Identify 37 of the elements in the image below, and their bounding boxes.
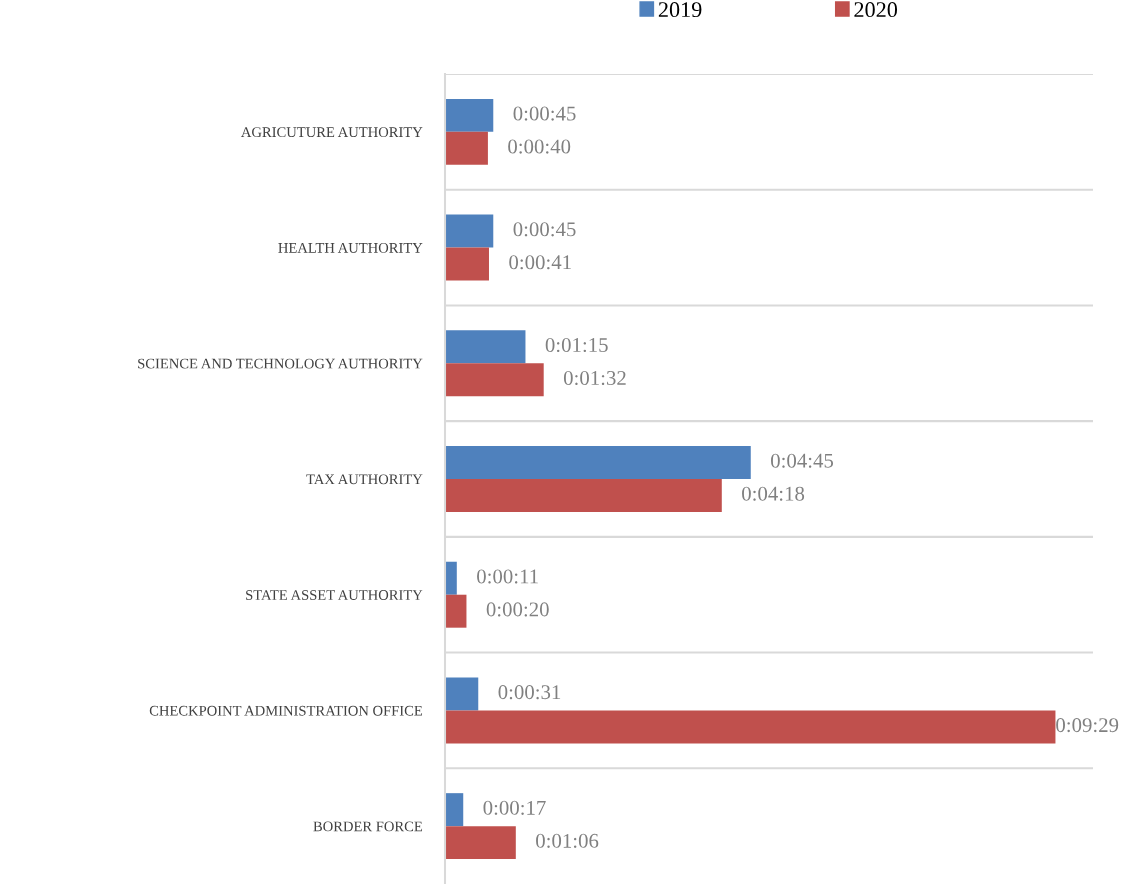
bar (445, 247, 489, 281)
bar (445, 330, 526, 364)
bar (445, 479, 722, 512)
bar (445, 131, 488, 165)
y-tick-label: SCIENCE AND TECHNOLOGY AUTHORITY (138, 358, 423, 369)
data-label: 0:01:15 (545, 337, 608, 353)
y-tick-label: BORDER FORCE (313, 821, 423, 832)
data-label: 0:00:17 (483, 800, 546, 815)
bar (445, 594, 467, 628)
bar (445, 214, 494, 248)
data-label: 0:00:41 (509, 255, 571, 270)
bar (445, 561, 457, 595)
bar (445, 793, 464, 827)
data-label: 0:04:18 (742, 486, 805, 501)
y-tick-label: HEALTH AUTHORITY (278, 242, 423, 253)
data-label: 0:01:06 (536, 833, 599, 848)
data-label: 0:09:29 (1056, 718, 1119, 733)
bar (445, 677, 479, 711)
y-tick-label: CHECKPOINT ADMINISTRATION OFFICE (149, 705, 423, 716)
y-tick-label: AGRICUTURE AUTHORITY (241, 127, 423, 138)
y-tick-label: TAX AUTHORITY (306, 474, 423, 485)
data-label: 0:00:20 (486, 602, 549, 617)
bar (445, 98, 494, 132)
bar (445, 446, 751, 479)
data-label: 0:00:40 (508, 139, 571, 154)
data-label: 0:01:32 (563, 370, 626, 386)
bar (445, 363, 544, 397)
data-label: 0:00:45 (513, 106, 576, 121)
legend-label: 2019 (658, 2, 702, 18)
bar (445, 710, 1056, 744)
y-tick-label: STATE ASSET AUTHORITY (246, 590, 423, 600)
data-label: 0:04:45 (771, 453, 834, 468)
bar (445, 826, 516, 860)
legend-label: 2020 (854, 2, 898, 18)
data-label: 0:00:31 (498, 685, 561, 700)
data-label: 0:00:11 (477, 569, 538, 584)
data-label: 0:00:45 (513, 222, 576, 237)
